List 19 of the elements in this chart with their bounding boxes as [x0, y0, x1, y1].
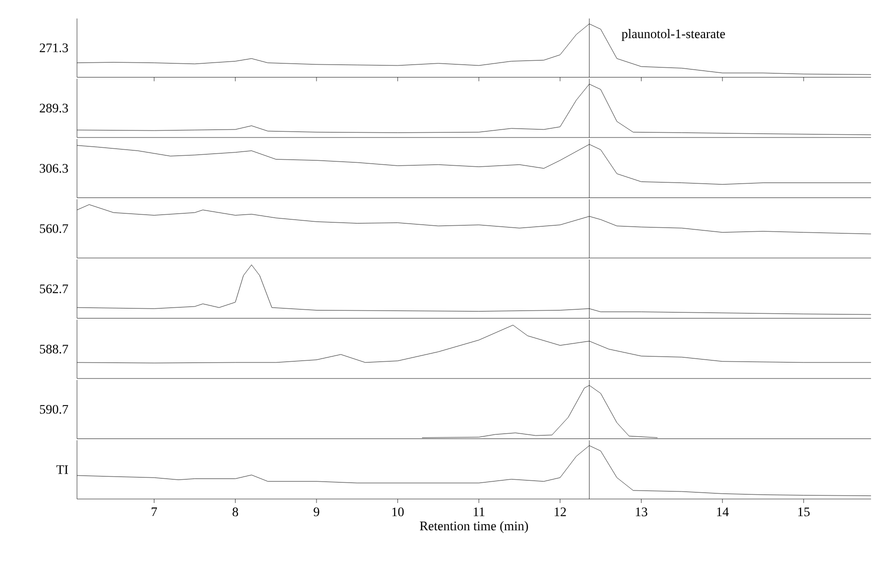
x-tick-label: 9 — [314, 508, 320, 516]
x-tick-label: 14 — [717, 508, 729, 516]
y-axis-title: 560.7 — [40, 224, 68, 234]
y-axis-title: 588.7 — [40, 344, 68, 354]
x-tick-label: 10 — [392, 508, 404, 516]
y-axis-title: 271.3 — [40, 43, 68, 52]
x-tick-label: 13 — [636, 508, 648, 516]
x-axis-title: Retention time (min) — [420, 521, 528, 533]
y-axis-title: 289.3 — [40, 104, 68, 113]
y-axis-title: TI — [56, 465, 68, 474]
y-axis-title: 590.7 — [40, 404, 68, 414]
x-tick-label: 12 — [554, 508, 566, 516]
x-tick-label: 8 — [232, 508, 238, 516]
x-tick-label: 15 — [798, 508, 810, 516]
annotation: plaunotol-1-stearate — [622, 29, 725, 41]
x-tick-label: 7 — [152, 508, 158, 516]
y-axis-title: 306.3 — [40, 164, 68, 173]
y-axis-title: 562.7 — [40, 284, 68, 294]
x-tick-label: 11 — [474, 508, 484, 516]
